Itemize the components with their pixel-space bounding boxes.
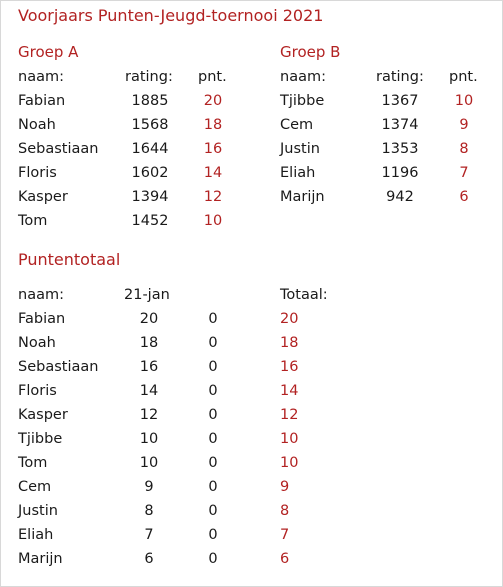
groupB-table-row-rating: 1353	[381, 141, 419, 157]
totals-table-row-name: Sebastiaan	[18, 359, 99, 375]
totals-table-row-round2: 0	[208, 503, 218, 519]
group-b-title: Groep B	[280, 43, 341, 61]
totals-table-row-round1: 18	[139, 335, 159, 351]
groupA-table-row-rating: 1452	[131, 213, 169, 229]
groupA-table-row-rating: 1885	[131, 93, 169, 109]
totals-table-row-round1: 12	[139, 407, 159, 423]
groupA-table-row-name: Noah	[18, 117, 56, 133]
group-a-title: Groep A	[18, 43, 79, 61]
totals-table-row-total: 18	[280, 335, 299, 351]
group-a-header-name: naam:	[18, 69, 64, 85]
groupB-table-row-name: Tjibbe	[280, 93, 325, 109]
groupA-table-row-rating: 1602	[131, 165, 169, 181]
groupA-table-row-points: 10	[203, 213, 223, 229]
groupA-table-row-points: 14	[203, 165, 223, 181]
totals-table-row-round2: 0	[208, 383, 218, 399]
totals-table-row-name: Fabian	[18, 311, 66, 327]
totals-table-row-name: Tom	[18, 455, 48, 471]
totals-table-row-round1: 10	[139, 455, 159, 471]
group-b-header-rating: rating:	[376, 69, 424, 85]
groupB-table-row-points: 9	[459, 117, 469, 133]
groupA-table-row-name: Sebastiaan	[18, 141, 99, 157]
totals-title: Puntentotaal	[18, 250, 121, 269]
totals-table-row-round1: 10	[139, 431, 159, 447]
totals-table-row-name: Cem	[18, 479, 52, 495]
groupA-table-row-name: Floris	[18, 165, 57, 181]
totals-table-row-total: 10	[280, 455, 299, 471]
groupA-table-row-name: Tom	[18, 213, 48, 229]
totals-table-row-round2: 0	[208, 527, 218, 543]
totals-table-row-name: Marijn	[18, 551, 63, 567]
totals-table-row-total: 6	[280, 551, 290, 567]
totals-table-row-round1: 9	[144, 479, 154, 495]
totals-table-row-round1: 8	[144, 503, 154, 519]
totals-table-row-total: 7	[280, 527, 290, 543]
groupB-table-row-points: 8	[459, 141, 469, 157]
group-b-header-points: pnt.	[449, 69, 478, 85]
group-b-header-name: naam:	[280, 69, 326, 85]
totals-table-row-round2: 0	[208, 455, 218, 471]
groupB-table-row-name: Marijn	[280, 189, 325, 205]
totals-table-row-name: Eliah	[18, 527, 54, 543]
groupB-table-row-rating: 942	[386, 189, 414, 205]
totals-table-row-total: 14	[280, 383, 299, 399]
totals-table-row-name: Kasper	[18, 407, 68, 423]
groupA-table-row-name: Fabian	[18, 93, 66, 109]
totals-table-row-round2: 0	[208, 431, 218, 447]
groupB-table-row-rating: 1196	[381, 165, 419, 181]
totals-header-name: naam:	[18, 287, 64, 303]
totals-table-row-round1: 16	[139, 359, 159, 375]
totals-table-row-round1: 14	[139, 383, 159, 399]
groupB-table-row-rating: 1374	[381, 117, 419, 133]
totals-table-row-total: 10	[280, 431, 299, 447]
groupA-table-row-rating: 1394	[131, 189, 169, 205]
totals-table-row-total: 20	[280, 311, 299, 327]
totals-header-total: Totaal:	[280, 287, 328, 303]
totals-table-row-round2: 0	[208, 479, 218, 495]
groupB-table-row-points: 7	[459, 165, 469, 181]
totals-table-row-name: Floris	[18, 383, 57, 399]
groupB-table-row-rating: 1367	[381, 93, 419, 109]
totals-table-row-round2: 0	[208, 359, 218, 375]
totals-header-round1: 21-jan	[124, 287, 170, 303]
groupB-table-row-name: Justin	[280, 141, 320, 157]
totals-table-row-round2: 0	[208, 551, 218, 567]
groupA-table-row-name: Kasper	[18, 189, 68, 205]
groupB-table-row-name: Cem	[280, 117, 314, 133]
totals-table-row-total: 8	[280, 503, 290, 519]
totals-table-row-name: Justin	[18, 503, 58, 519]
totals-table-row-round2: 0	[208, 407, 218, 423]
groupB-table-row-name: Eliah	[280, 165, 316, 181]
totals-table-row-total: 9	[280, 479, 290, 495]
totals-table-row-total: 16	[280, 359, 299, 375]
group-a-header-rating: rating:	[125, 69, 173, 85]
groupA-table-row-points: 18	[203, 117, 223, 133]
totals-table-row-round1: 6	[144, 551, 154, 567]
totals-table-row-total: 12	[280, 407, 299, 423]
groupA-table-row-rating: 1568	[131, 117, 169, 133]
totals-table-row-round2: 0	[208, 311, 218, 327]
totals-table-row-round1: 7	[144, 527, 154, 543]
group-a-header-points: pnt.	[198, 69, 227, 85]
page-title: Voorjaars Punten-Jeugd-toernooi 2021	[18, 6, 324, 25]
groupB-table-row-points: 6	[459, 189, 469, 205]
totals-table-row-name: Tjibbe	[18, 431, 63, 447]
groupB-table-row-points: 10	[454, 93, 474, 109]
totals-table-row-name: Noah	[18, 335, 56, 351]
groupA-table-row-rating: 1644	[131, 141, 169, 157]
groupA-table-row-points: 20	[203, 93, 223, 109]
groupA-table-row-points: 12	[203, 189, 223, 205]
totals-table-row-round2: 0	[208, 335, 218, 351]
totals-table-row-round1: 20	[139, 311, 159, 327]
groupA-table-row-points: 16	[203, 141, 223, 157]
